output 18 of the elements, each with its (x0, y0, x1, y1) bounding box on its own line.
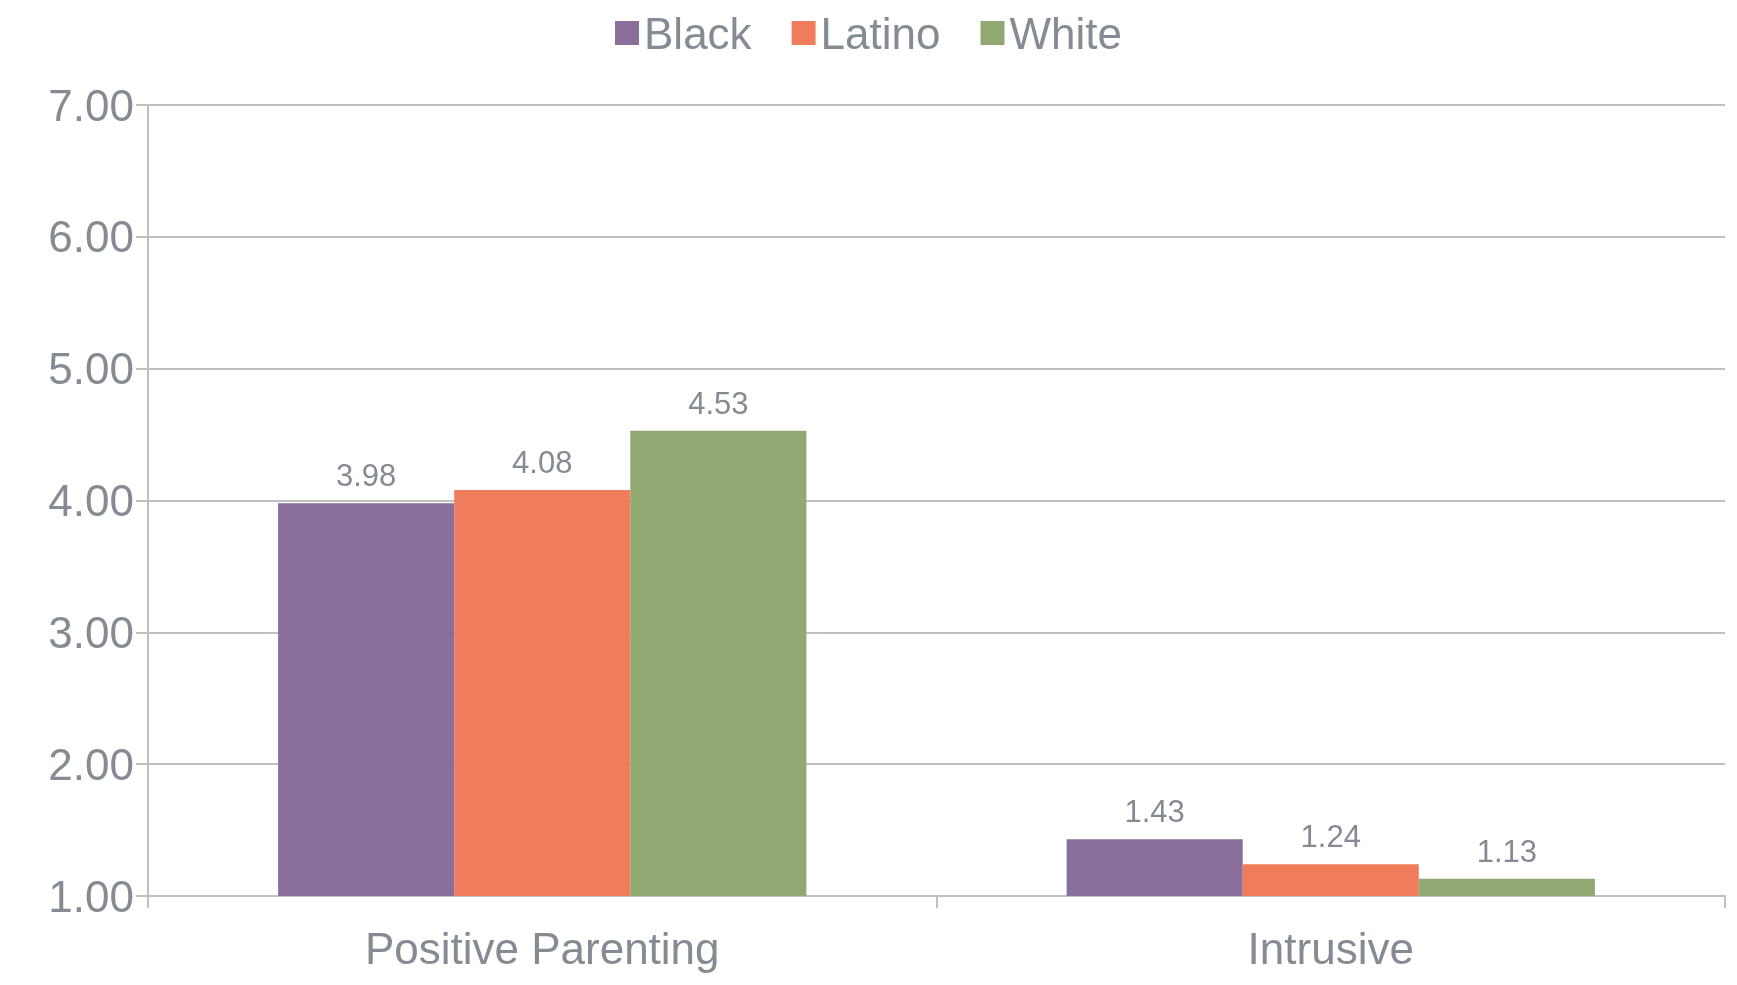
data-label: 4.53 (688, 385, 749, 421)
x-tick-label: Intrusive (1247, 923, 1414, 973)
y-tick-label: 6.00 (48, 212, 134, 262)
data-label: 3.98 (335, 458, 397, 494)
y-tick-label: 4.00 (48, 476, 134, 525)
data-label: 1.13 (1476, 833, 1538, 869)
data-label: 1.43 (1124, 794, 1185, 830)
data-label: 1.24 (1300, 819, 1361, 855)
y-tick-label: 2.00 (48, 739, 134, 789)
legend-label: Black (644, 8, 753, 58)
legend-label: White (1009, 8, 1122, 58)
y-tick-label: 5.00 (48, 344, 134, 394)
y-tick-label: 3.00 (48, 607, 134, 657)
x-tick-label: Positive Parenting (364, 923, 720, 973)
y-tick-label: 7.00 (48, 80, 134, 130)
legend-label: Latino (820, 8, 941, 58)
y-tick-label: 1.00 (48, 871, 134, 921)
data-label: 4.08 (512, 444, 573, 480)
